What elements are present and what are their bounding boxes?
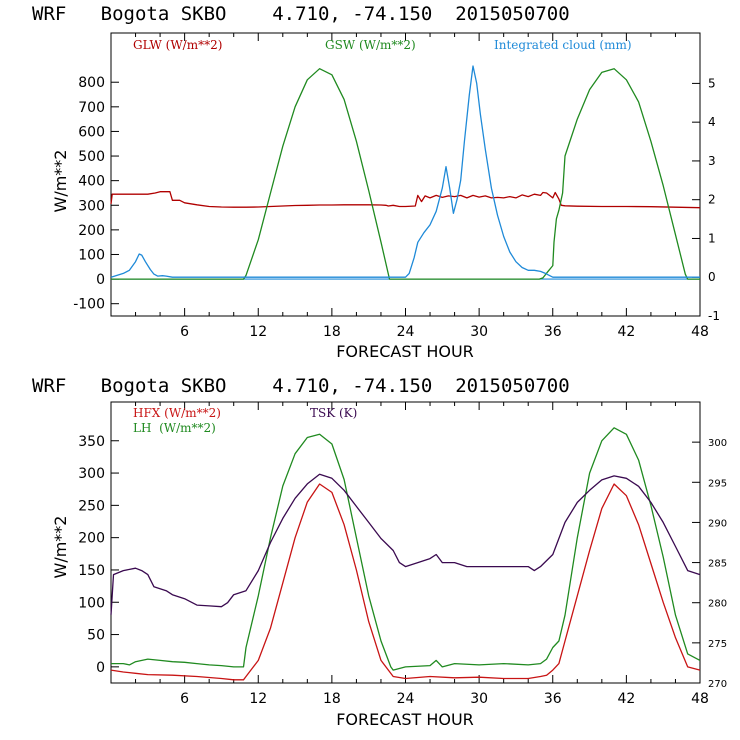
y2-tick-label: 0 bbox=[708, 270, 716, 284]
legend-lh: LH (W/m**2) bbox=[133, 421, 216, 435]
y-tick-label: 0 bbox=[96, 660, 105, 676]
series-line-lh bbox=[111, 427, 701, 671]
y2-tick-label: 275 bbox=[708, 639, 727, 650]
x-tick-label: 6 bbox=[180, 691, 189, 707]
x-tick-label: 36 bbox=[544, 324, 562, 340]
y-tick-label: 500 bbox=[78, 149, 105, 165]
y-tick-label: 350 bbox=[78, 434, 105, 450]
y2-ticks-bottom: 270 275 280 285 290 295 300 bbox=[692, 438, 727, 690]
y2-tick-label: 285 bbox=[708, 559, 727, 570]
plot-frame-top bbox=[110, 32, 701, 317]
series-line-hfx bbox=[110, 483, 701, 681]
y2-tick-label: 270 bbox=[708, 679, 727, 690]
x-tick-label: 48 bbox=[691, 324, 709, 340]
y2-tick-label: 3 bbox=[708, 154, 716, 168]
x-tick-label: 48 bbox=[691, 691, 709, 707]
x-tick-label: 36 bbox=[544, 691, 562, 707]
plot-frame-bottom bbox=[110, 401, 701, 684]
x-tick-label: 24 bbox=[397, 324, 415, 340]
title-top: WRF Bogota SKBO 4.710, -74.150 201505070… bbox=[32, 3, 570, 25]
y-tick-label: 600 bbox=[78, 124, 105, 140]
y-tick-label: 400 bbox=[78, 174, 105, 190]
y-tick-label: 250 bbox=[78, 498, 105, 514]
y2-tick-label: 5 bbox=[708, 76, 716, 90]
x-tick-label: 12 bbox=[249, 324, 267, 340]
x-ticks-bottom: 6 12 18 24 30 36 42 48 bbox=[135, 402, 709, 707]
legend-gsw: GSW (W/m**2) bbox=[325, 38, 416, 52]
y2-tick-label: 295 bbox=[708, 478, 727, 489]
y-ticks-top: -100 0 100 200 300 400 500 600 700 800 bbox=[73, 75, 119, 313]
panel-top: WRF Bogota SKBO 4.710, -74.150 201505070… bbox=[32, 3, 720, 361]
legend-tsk: TSK (K) bbox=[310, 406, 357, 420]
x-axis-label-bottom: FORECAST HOUR bbox=[336, 710, 474, 729]
x-tick-label: 42 bbox=[617, 691, 635, 707]
x-tick-label: 18 bbox=[323, 691, 341, 707]
y-tick-label: 50 bbox=[87, 628, 105, 644]
y-axis-label-bottom: W/m**2 bbox=[51, 516, 70, 579]
y-tick-label: 300 bbox=[78, 466, 105, 482]
panel-bottom: WRF Bogota SKBO 4.710, -74.150 201505070… bbox=[32, 375, 727, 729]
y-tick-label: 200 bbox=[78, 531, 105, 547]
y-tick-label: 300 bbox=[78, 198, 105, 214]
y-tick-label: 100 bbox=[78, 595, 105, 611]
y2-tick-label: 300 bbox=[708, 438, 727, 449]
x-tick-label: 18 bbox=[323, 324, 341, 340]
y-tick-label: -100 bbox=[73, 297, 105, 313]
y-tick-label: 200 bbox=[78, 223, 105, 239]
y2-tick-label: 1 bbox=[708, 231, 716, 245]
y-tick-label: 700 bbox=[78, 100, 105, 116]
y-ticks-bottom: 0 50 100 150 200 250 300 350 bbox=[78, 434, 119, 676]
series-top bbox=[110, 65, 701, 280]
x-axis-label-top: FORECAST HOUR bbox=[336, 342, 474, 361]
y2-tick-label: -1 bbox=[708, 309, 720, 323]
title-bottom: WRF Bogota SKBO 4.710, -74.150 201505070… bbox=[32, 375, 570, 397]
series-line-gsw bbox=[111, 68, 700, 280]
x-ticks-top: 6 12 18 24 30 36 42 48 bbox=[135, 33, 709, 340]
y2-tick-label: 2 bbox=[708, 193, 716, 207]
x-tick-label: 30 bbox=[470, 691, 488, 707]
y-axis-label-top: W/m**2 bbox=[51, 150, 70, 213]
series-line-tsk bbox=[110, 473, 701, 615]
series-line-glw bbox=[110, 191, 701, 209]
x-tick-label: 12 bbox=[249, 691, 267, 707]
x-tick-label: 6 bbox=[180, 324, 189, 340]
x-tick-label: 30 bbox=[470, 324, 488, 340]
y2-tick-label: 280 bbox=[708, 599, 727, 610]
y2-ticks-top: -1 0 1 2 3 4 5 bbox=[692, 76, 720, 323]
legend-glw: GLW (W/m**2) bbox=[133, 38, 222, 52]
y-tick-label: 100 bbox=[78, 247, 105, 263]
x-tick-label: 42 bbox=[617, 324, 635, 340]
y-tick-label: 150 bbox=[78, 563, 105, 579]
y-tick-label: 800 bbox=[78, 75, 105, 91]
legend-hfx: HFX (W/m**2) bbox=[133, 406, 221, 420]
series-line-cloud bbox=[110, 65, 700, 278]
legend-cloud: Integrated cloud (mm) bbox=[494, 38, 632, 52]
y2-tick-label: 290 bbox=[708, 518, 727, 529]
series-bottom bbox=[110, 427, 701, 681]
x-tick-label: 24 bbox=[397, 691, 415, 707]
y2-tick-label: 4 bbox=[708, 115, 716, 129]
y-tick-label: 0 bbox=[96, 272, 105, 288]
